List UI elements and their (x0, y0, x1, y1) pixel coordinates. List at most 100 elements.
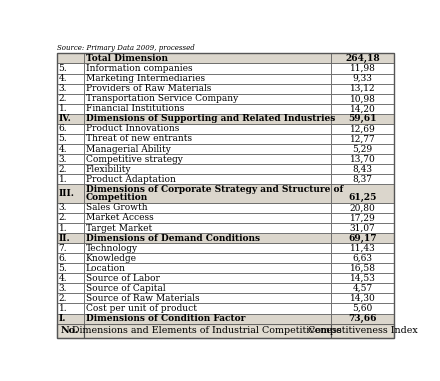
Text: Dimensions of Supporting and Related Industries: Dimensions of Supporting and Related Ind… (86, 114, 335, 123)
Text: 9,33: 9,33 (353, 74, 373, 83)
Bar (331, 283, 394, 293)
Bar (57, 223, 84, 233)
Bar (57, 104, 84, 114)
Bar (331, 323, 394, 338)
Text: 12,77: 12,77 (350, 134, 376, 144)
Text: 11,98: 11,98 (350, 64, 376, 73)
Text: Product Innovations: Product Innovations (86, 125, 179, 133)
Bar (331, 144, 394, 154)
Bar (331, 114, 394, 124)
Text: 5,29: 5,29 (352, 144, 373, 154)
Bar (57, 203, 84, 213)
Text: 1.: 1. (59, 104, 67, 113)
Text: Technology: Technology (86, 243, 138, 253)
Text: Transportation Service Company: Transportation Service Company (86, 94, 238, 103)
Text: 14,53: 14,53 (350, 274, 376, 283)
Bar (331, 164, 394, 174)
Bar (84, 53, 331, 64)
Text: 1.: 1. (59, 224, 67, 232)
Bar (57, 323, 84, 338)
Bar (84, 273, 331, 283)
Text: 13,70: 13,70 (350, 155, 376, 163)
Text: Providers of Raw Materials: Providers of Raw Materials (86, 84, 211, 93)
Bar (57, 174, 84, 184)
Bar (57, 134, 84, 144)
Bar (57, 94, 84, 104)
Text: Sales Growth: Sales Growth (86, 203, 147, 212)
Text: 17,29: 17,29 (350, 213, 376, 223)
Text: 69,17: 69,17 (348, 234, 377, 243)
Text: 4.: 4. (59, 74, 67, 83)
Text: Dimensions of Demand Conditions: Dimensions of Demand Conditions (86, 234, 260, 243)
Bar (84, 124, 331, 134)
Text: 1.: 1. (59, 304, 67, 313)
Text: Competitive strategy: Competitive strategy (86, 155, 183, 163)
Bar (57, 53, 84, 64)
Bar (57, 293, 84, 304)
Bar (331, 53, 394, 64)
Bar (57, 184, 84, 203)
Bar (57, 144, 84, 154)
Bar (57, 114, 84, 124)
Text: 5.: 5. (59, 134, 67, 144)
Bar (84, 74, 331, 83)
Text: 5,60: 5,60 (352, 304, 373, 313)
Text: 13,12: 13,12 (350, 84, 375, 93)
Text: 6,63: 6,63 (353, 254, 373, 263)
Bar (331, 233, 394, 243)
Text: 1.: 1. (59, 175, 67, 184)
Bar (331, 184, 394, 203)
Bar (331, 124, 394, 134)
Text: 5.: 5. (59, 264, 67, 273)
Bar (331, 213, 394, 223)
Bar (57, 164, 84, 174)
Text: Dimensions and Elements of Industrial Competitiveness: Dimensions and Elements of Industrial Co… (73, 326, 342, 335)
Bar (84, 253, 331, 263)
Bar (84, 203, 331, 213)
Text: Managerial Ability: Managerial Ability (86, 144, 170, 154)
Text: Marketing Intermediaries: Marketing Intermediaries (86, 74, 205, 83)
Bar (84, 64, 331, 74)
Text: Dimensions of Condition Factor: Dimensions of Condition Factor (86, 314, 245, 323)
Bar (84, 83, 331, 94)
Text: II.: II. (59, 234, 70, 243)
Bar (57, 253, 84, 263)
Text: 20,80: 20,80 (350, 203, 376, 212)
Text: Financial Institutions: Financial Institutions (86, 104, 184, 113)
Text: 14,30: 14,30 (350, 294, 376, 303)
Text: 12,69: 12,69 (350, 125, 376, 133)
Bar (84, 283, 331, 293)
Bar (57, 83, 84, 94)
Text: 8,37: 8,37 (353, 175, 373, 184)
Bar (331, 134, 394, 144)
Bar (84, 164, 331, 174)
Text: 7.: 7. (59, 243, 67, 253)
Bar (331, 243, 394, 253)
Bar (331, 273, 394, 283)
Bar (57, 64, 84, 74)
Text: Knowledge: Knowledge (86, 254, 136, 263)
Text: 2.: 2. (59, 213, 67, 223)
Text: Dimensions of Corporate Strategy and Structure of: Dimensions of Corporate Strategy and Str… (86, 185, 343, 194)
Text: Total Dimension: Total Dimension (86, 54, 168, 63)
Bar (84, 293, 331, 304)
Bar (84, 213, 331, 223)
Bar (84, 114, 331, 124)
Bar (84, 233, 331, 243)
Bar (57, 273, 84, 283)
Bar (84, 223, 331, 233)
Bar (57, 74, 84, 83)
Text: No.: No. (61, 326, 79, 335)
Bar (331, 94, 394, 104)
Bar (57, 263, 84, 273)
Text: 4.: 4. (59, 144, 67, 154)
Text: Product Adaptation: Product Adaptation (86, 175, 176, 184)
Text: Threat of new entrants: Threat of new entrants (86, 134, 192, 144)
Bar (84, 104, 331, 114)
Bar (57, 233, 84, 243)
Text: 3.: 3. (59, 84, 67, 93)
Bar (57, 124, 84, 134)
Bar (57, 283, 84, 293)
Bar (331, 314, 394, 323)
Text: Source of Labor: Source of Labor (86, 274, 159, 283)
